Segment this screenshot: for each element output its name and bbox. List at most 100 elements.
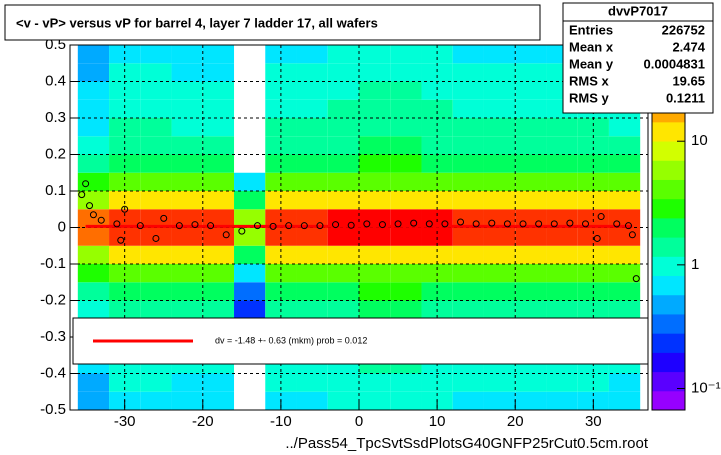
heat-cell (171, 99, 203, 118)
heat-cell (452, 81, 484, 100)
heat-cell (359, 154, 391, 173)
heat-cell (483, 227, 516, 246)
heat-cell (577, 172, 609, 191)
colorbar-tick-label: 10⁻¹ (691, 379, 721, 396)
heat-cell (483, 63, 516, 82)
heat-cell (359, 172, 391, 191)
heat-cell (140, 154, 172, 173)
heat-cell (421, 45, 453, 64)
heat-cell (483, 154, 516, 173)
heat-cell (171, 245, 203, 264)
colorbar-step (652, 352, 685, 373)
heat-cell (202, 63, 235, 82)
heat-cell (608, 391, 641, 410)
heat-cell (202, 99, 235, 118)
heat-cell (296, 45, 328, 64)
profile-point (550, 220, 558, 228)
heat-cell (359, 245, 391, 264)
heat-cell (140, 245, 172, 264)
profile-point (632, 275, 640, 283)
heat-cell (546, 227, 578, 246)
heat-cell (608, 373, 641, 392)
heat-cell (390, 81, 422, 100)
stats-label: Entries (569, 22, 613, 37)
heat-cell (359, 118, 391, 137)
heat-cell (109, 154, 141, 173)
heat-cell (390, 373, 422, 392)
heat-cell (390, 264, 422, 283)
heat-cell (296, 154, 328, 173)
heat-cell (140, 191, 172, 210)
heat-cell (390, 154, 422, 173)
heat-cell (359, 99, 391, 118)
heat-cell (327, 136, 359, 155)
heat-cell (483, 391, 516, 410)
heat-cell (359, 227, 391, 246)
heat-cell (327, 264, 359, 283)
heat-cell (452, 227, 484, 246)
y-tick-label: -0.3 (40, 328, 66, 345)
heat-cell (140, 282, 172, 301)
heat-cell (202, 245, 235, 264)
heat-cell (546, 209, 578, 228)
heat-cell (327, 154, 359, 173)
heat-cell (483, 45, 516, 64)
x-axis-label: ../Pass54_TpcSvtSsdPlotsG40GNFP25rCut0.5… (285, 435, 648, 452)
heat-cell (546, 136, 578, 155)
heat-cell (77, 282, 110, 301)
heat-cell (234, 282, 266, 301)
heat-cell (327, 63, 359, 82)
heat-cell (202, 391, 235, 410)
heat-cell (546, 300, 578, 319)
heat-cell (359, 81, 391, 100)
heat-cell (483, 99, 516, 118)
heat-cell (483, 209, 516, 228)
heat-cell (390, 245, 422, 264)
colorbar-step (652, 256, 685, 277)
heat-cell (109, 227, 141, 246)
stats-label: Mean y (569, 56, 614, 71)
heat-cell (296, 245, 328, 264)
heat-cell (483, 282, 516, 301)
legend-label: dv = -1.48 +- 0.63 (mkm) prob = 0.012 (215, 335, 367, 345)
y-tick-label: 0.2 (45, 145, 66, 162)
heat-cell (608, 245, 641, 264)
colorbar-step (652, 198, 685, 219)
profile-point (238, 227, 246, 235)
heat-cell (265, 245, 297, 264)
heat-cell (483, 373, 516, 392)
heat-cell (140, 300, 172, 319)
heat-cell (234, 227, 266, 246)
heat-cell (390, 172, 422, 191)
heat-cell (577, 191, 609, 210)
heat-cell (515, 45, 547, 64)
heat-cell (483, 264, 516, 283)
heat-cell (577, 118, 609, 137)
heat-cell (452, 172, 484, 191)
heat-cell (77, 63, 110, 82)
heat-cell (140, 81, 172, 100)
heat-cell (359, 45, 391, 64)
colorbar-step (652, 141, 685, 161)
stats-name: dvvP7017 (608, 3, 668, 18)
heat-cell (577, 136, 609, 155)
profile-point (593, 234, 601, 242)
heat-cell (140, 99, 172, 118)
colorbar-tick-label: 1 (691, 256, 699, 273)
heat-cell (452, 63, 484, 82)
heat-cell (265, 227, 297, 246)
heat-cell (327, 227, 359, 246)
heat-cell (77, 300, 110, 319)
heat-cell (234, 191, 266, 210)
heat-cell (359, 63, 391, 82)
heat-cell (265, 99, 297, 118)
heat-cell (515, 99, 547, 118)
heat-cell (171, 136, 203, 155)
profile-point (152, 234, 160, 242)
profile-point (332, 221, 340, 229)
heat-cell (265, 136, 297, 155)
y-tick-label: 0.4 (45, 72, 66, 89)
heat-cell (77, 45, 110, 64)
heat-cell (515, 172, 547, 191)
colorbar-step (652, 294, 685, 315)
